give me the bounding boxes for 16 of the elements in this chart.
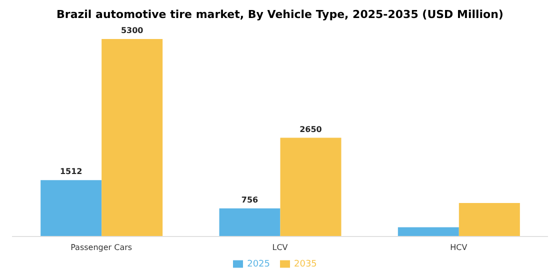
x-tick-label: HCV (450, 243, 468, 252)
data-label: 1512 (60, 167, 82, 176)
bar (458, 202, 520, 237)
legend-label: 2035 (294, 259, 317, 269)
bar (398, 227, 459, 237)
bar (40, 180, 102, 237)
legend-label: 2025 (247, 259, 270, 269)
x-tick-label: LCV (272, 243, 288, 252)
bar (280, 138, 342, 237)
data-label: 756 (241, 195, 259, 204)
data-label: 2650 (300, 124, 322, 134)
chart-title: Brazil automotive tire market, By Vehicle Type, 2025-2035 (USD Million) (56, 8, 504, 21)
data-label: 5300 (120, 26, 144, 35)
bar (219, 208, 280, 237)
x-tick-label: Passenger Cars (70, 243, 132, 252)
bar (102, 39, 163, 237)
